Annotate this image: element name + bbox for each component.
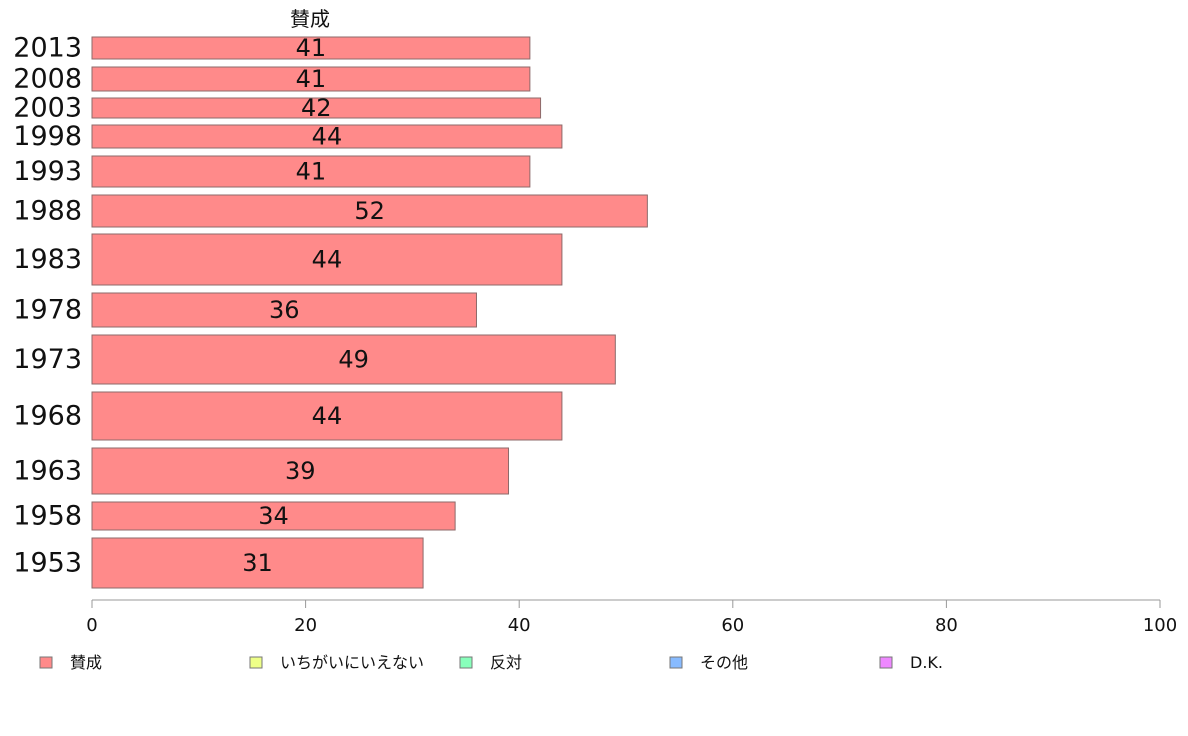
bar-1973 [91, 334, 616, 385]
bar-value-1993: 41 [296, 158, 327, 186]
year-label-1958: 1958 [13, 501, 82, 532]
x-tick-label-20: 20 [294, 615, 317, 636]
series-title: 賛成 [290, 7, 330, 31]
bar-1958 [91, 501, 456, 531]
bar-1983 [91, 233, 563, 286]
x-tick-label-80: 80 [935, 615, 958, 636]
x-tick-label-40: 40 [508, 615, 531, 636]
year-label-2013: 2013 [13, 33, 82, 64]
x-tick-label-100: 100 [1143, 615, 1177, 636]
year-label-1968: 1968 [13, 401, 82, 432]
legend-swatch-1 [249, 656, 263, 669]
bar-value-2003: 42 [301, 94, 332, 122]
bar-value-1953: 31 [242, 549, 273, 577]
bar-1993 [91, 155, 531, 188]
year-label-2003: 2003 [13, 93, 82, 124]
year-label-1983: 1983 [13, 244, 82, 275]
bar-2008 [91, 66, 531, 92]
legend-label-3: その他 [700, 653, 748, 672]
year-label-1993: 1993 [13, 156, 82, 187]
legend-swatch-3 [669, 656, 683, 669]
bar-1953 [91, 537, 424, 589]
legend-swatch-4 [879, 656, 893, 669]
year-label-1973: 1973 [13, 344, 82, 375]
bar-1988 [91, 194, 648, 228]
bar-1978 [91, 292, 477, 328]
year-label-2008: 2008 [13, 64, 82, 95]
bar-1998 [91, 124, 563, 149]
bar-2003 [91, 97, 542, 119]
bar-value-1988: 52 [354, 197, 385, 225]
bar-value-2013: 41 [296, 34, 327, 62]
bar-value-2008: 41 [296, 65, 327, 93]
x-axis: 0 20 40 60 80 100 [86, 599, 1177, 636]
bar-value-1983: 44 [312, 246, 343, 274]
bar-value-1978: 36 [269, 296, 300, 324]
bar-value-1973: 49 [338, 346, 369, 374]
legend-label-4: D.K. [910, 653, 943, 672]
bar-value-1963: 39 [285, 457, 316, 485]
legend-label-1: いちがいにいえない [280, 653, 424, 672]
legend-label-2: 反対 [490, 653, 522, 672]
bar-value-1958: 34 [258, 502, 289, 530]
year-label-1988: 1988 [13, 196, 82, 227]
bar-1963 [91, 447, 510, 495]
year-label-1978: 1978 [13, 295, 82, 326]
bar-value-1998: 44 [312, 123, 343, 151]
x-tick-label-0: 0 [86, 615, 97, 636]
legend-swatch-2 [459, 656, 473, 669]
x-tick-label-60: 60 [721, 615, 744, 636]
legend-swatch-0 [39, 656, 53, 669]
legend: 賛成 いちがいにいえない 反対 その他 D.K. [39, 653, 943, 672]
year-label-1963: 1963 [13, 456, 82, 487]
bar-2013 [91, 36, 531, 60]
legend-label-0: 賛成 [70, 653, 102, 672]
bar-value-1968: 44 [312, 402, 343, 430]
bar-1968 [91, 391, 563, 441]
year-label-1998: 1998 [13, 121, 82, 152]
year-label-1953: 1953 [13, 548, 82, 579]
